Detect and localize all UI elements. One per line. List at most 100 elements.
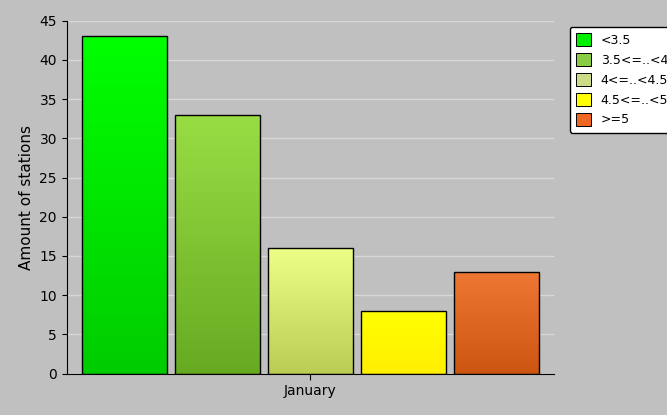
Bar — [175, 296, 259, 298]
Bar — [454, 297, 539, 298]
Bar — [267, 361, 353, 362]
Bar — [81, 303, 167, 306]
Bar — [454, 291, 539, 292]
Bar — [361, 332, 446, 333]
Bar — [454, 271, 539, 374]
Bar — [361, 315, 446, 316]
Bar — [454, 360, 539, 361]
Bar — [175, 149, 259, 151]
Bar — [175, 366, 259, 369]
Bar — [361, 333, 446, 334]
Bar — [267, 317, 353, 318]
Bar — [175, 205, 259, 208]
Bar — [267, 302, 353, 303]
Bar — [454, 271, 539, 273]
Bar — [454, 326, 539, 327]
Bar — [267, 369, 353, 370]
Bar — [267, 288, 353, 290]
Bar — [361, 328, 446, 329]
Bar — [175, 177, 259, 179]
Bar — [81, 306, 167, 310]
Bar — [454, 333, 539, 334]
Bar — [361, 357, 446, 358]
Bar — [81, 347, 167, 350]
Bar — [361, 359, 446, 360]
Bar — [361, 327, 446, 328]
Bar — [81, 191, 167, 195]
Bar — [81, 330, 167, 333]
Bar — [81, 77, 167, 80]
Bar — [267, 364, 353, 365]
Bar — [267, 362, 353, 364]
Bar — [361, 317, 446, 318]
Bar — [175, 304, 259, 306]
Bar — [454, 318, 539, 320]
Bar — [81, 63, 167, 67]
Bar — [361, 363, 446, 364]
Bar — [361, 364, 446, 365]
Bar — [361, 370, 446, 371]
Bar — [267, 257, 353, 258]
Bar — [81, 286, 167, 289]
Bar — [175, 208, 259, 210]
Bar — [175, 221, 259, 223]
Bar — [361, 334, 446, 335]
Bar — [175, 226, 259, 229]
Bar — [267, 352, 353, 354]
Bar — [267, 312, 353, 313]
Bar — [454, 352, 539, 353]
Bar — [81, 104, 167, 107]
Bar — [81, 343, 167, 347]
Bar — [361, 353, 446, 354]
Bar — [267, 336, 353, 337]
Bar — [454, 275, 539, 276]
Bar — [175, 203, 259, 205]
Bar — [267, 262, 353, 263]
Bar — [175, 172, 259, 174]
Bar — [267, 253, 353, 254]
Bar — [81, 117, 167, 121]
Bar — [267, 326, 353, 327]
Bar — [81, 124, 167, 127]
Bar — [175, 159, 259, 161]
Bar — [454, 311, 539, 312]
Bar — [267, 252, 353, 253]
Bar — [175, 355, 259, 358]
Bar — [81, 175, 167, 178]
Bar — [361, 326, 446, 327]
Bar — [454, 276, 539, 277]
Bar — [361, 367, 446, 368]
Bar — [454, 373, 539, 374]
Bar — [454, 345, 539, 346]
Bar — [267, 371, 353, 372]
Bar — [81, 350, 167, 353]
Bar — [267, 310, 353, 311]
Bar — [361, 330, 446, 331]
Bar — [81, 225, 167, 229]
Bar — [361, 349, 446, 350]
Bar — [175, 231, 259, 234]
Bar — [454, 317, 539, 318]
Bar — [361, 342, 446, 343]
Bar — [175, 278, 259, 281]
Bar — [175, 281, 259, 283]
Bar — [175, 146, 259, 149]
Bar — [454, 364, 539, 365]
Bar — [175, 309, 259, 311]
Bar — [175, 298, 259, 301]
Bar — [454, 313, 539, 315]
Bar — [81, 279, 167, 283]
Y-axis label: Amount of stations: Amount of stations — [19, 124, 34, 270]
Bar — [81, 46, 167, 50]
Bar — [454, 298, 539, 299]
Bar — [454, 324, 539, 325]
Bar — [361, 319, 446, 320]
Bar — [81, 67, 167, 70]
Bar — [454, 281, 539, 282]
Bar — [267, 274, 353, 276]
Bar — [361, 373, 446, 374]
Bar — [267, 323, 353, 325]
Bar — [454, 309, 539, 310]
Bar — [175, 342, 259, 345]
Bar — [361, 343, 446, 344]
